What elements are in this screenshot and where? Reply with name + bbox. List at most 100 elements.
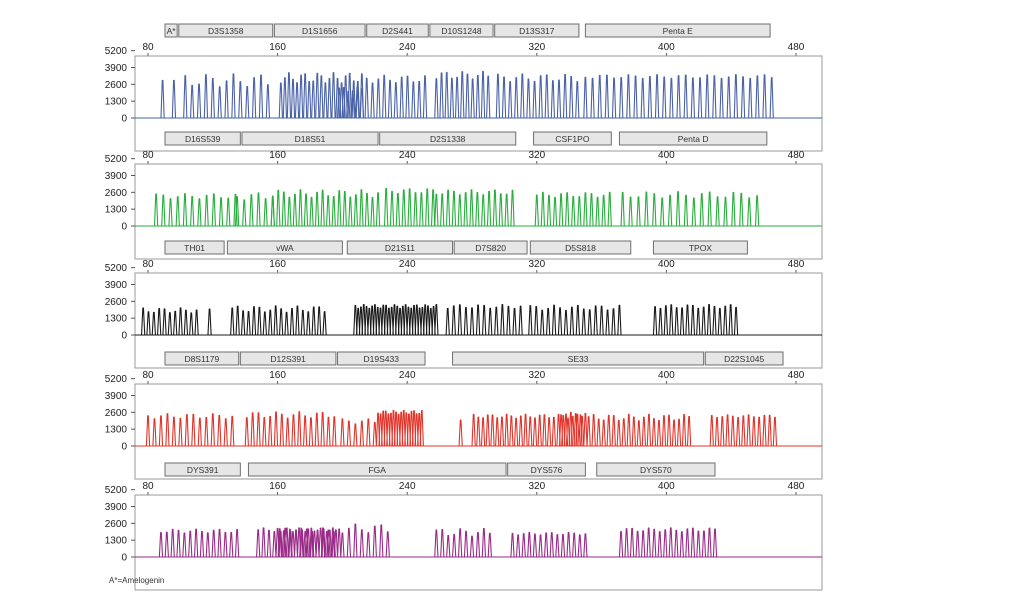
allele-peak (340, 418, 345, 447)
allele-peak (540, 191, 546, 227)
allele-peak (571, 196, 576, 227)
allele-peak (633, 75, 638, 119)
allele-peak (287, 528, 293, 558)
allele-peak (646, 527, 651, 558)
allele-peak (501, 76, 507, 119)
allele-peak (434, 529, 439, 558)
allele-peak (171, 416, 177, 447)
allele-peak (385, 531, 390, 558)
allele-peak (621, 418, 626, 447)
allele-peak (469, 535, 475, 558)
allele-peak (534, 305, 539, 336)
size-tick-label: 480 (788, 370, 805, 381)
allele-peak (152, 418, 157, 447)
allele-peak (340, 532, 345, 558)
allele-peak (439, 72, 444, 119)
allele-peak (731, 191, 736, 227)
allele-peak (386, 413, 391, 447)
locus-label: D2S1338 (430, 134, 466, 144)
allele-peak (510, 532, 515, 558)
locus-marker-box (164, 462, 241, 477)
locus-label: D3S1358 (208, 26, 244, 36)
allele-peak (211, 193, 216, 227)
allele-peak (183, 309, 189, 336)
allele-peak (697, 77, 703, 119)
allele-peak (593, 305, 598, 336)
allele-peak (720, 416, 725, 447)
allele-peak (569, 75, 574, 119)
allele-peak (279, 413, 284, 447)
allele-peak (605, 309, 610, 336)
locus-label: DYS570 (640, 465, 672, 475)
allele-peak (267, 415, 273, 447)
allele-peak (370, 196, 375, 227)
allele-peak (663, 305, 669, 336)
allele-peak (685, 304, 690, 336)
allele-peak (281, 530, 286, 558)
allele-peak (282, 77, 288, 119)
allele-peak (295, 305, 300, 336)
allele-peak (321, 528, 326, 558)
allele-peak (395, 192, 401, 227)
allele-peak (527, 531, 532, 558)
allele-peak (372, 525, 377, 558)
allele-peak (581, 308, 586, 336)
size-tick-label: 80 (142, 481, 154, 492)
locus-label: CSF1PO (555, 134, 589, 144)
allele-peak (640, 530, 646, 558)
allele-peak (434, 78, 439, 119)
allele-peak (341, 87, 346, 119)
y-tick-label: 0 (121, 114, 127, 125)
allele-peak (396, 413, 401, 447)
allele-peak (690, 77, 696, 119)
locus-label: D10S1248 (441, 26, 481, 36)
allele-peak (337, 87, 342, 119)
allele-peak (545, 307, 551, 336)
allele-peak (160, 79, 165, 119)
allele-peak (726, 76, 731, 119)
allele-peak (707, 527, 712, 558)
allele-peak (565, 192, 570, 227)
allele-peak (278, 530, 283, 558)
allele-peak (507, 81, 513, 119)
allele-peak (607, 191, 612, 227)
allele-peak (161, 194, 166, 227)
allele-peak (551, 304, 557, 336)
allele-peak (509, 415, 514, 447)
locus-label: DYS576 (531, 465, 563, 475)
allele-peak (320, 189, 325, 227)
allele-peak (361, 304, 366, 336)
allele-peak (705, 74, 710, 119)
size-tick-label: 160 (269, 481, 286, 492)
allele-peak (434, 193, 439, 227)
allele-peak (518, 415, 523, 447)
allele-peak (560, 533, 566, 558)
allele-peak (231, 73, 236, 119)
allele-peak (577, 534, 582, 558)
allele-peak (229, 531, 234, 558)
allele-peak (300, 529, 305, 558)
allele-peak (681, 414, 687, 447)
locus-label: Penta D (678, 134, 709, 144)
allele-peak (528, 305, 533, 336)
allele-peak (276, 189, 281, 227)
allele-peak (370, 82, 375, 119)
allele-peak (263, 198, 268, 227)
allele-peak (667, 194, 673, 227)
locus-marker-box (164, 240, 225, 255)
allele-peak (679, 307, 685, 336)
size-tick-label: 480 (788, 481, 805, 492)
allele-peak (314, 191, 320, 227)
allele-peak (662, 76, 667, 119)
allele-peak (262, 417, 267, 447)
allele-peak (590, 77, 595, 119)
allele-peak (534, 194, 539, 227)
allele-peak (756, 416, 762, 447)
allele-peak (668, 527, 673, 558)
allele-peak (617, 304, 622, 336)
allele-peak (250, 412, 255, 447)
allele-peak (400, 305, 405, 336)
allele-peak (445, 189, 451, 227)
allele-peak (151, 311, 156, 336)
allele-peak (381, 410, 386, 447)
